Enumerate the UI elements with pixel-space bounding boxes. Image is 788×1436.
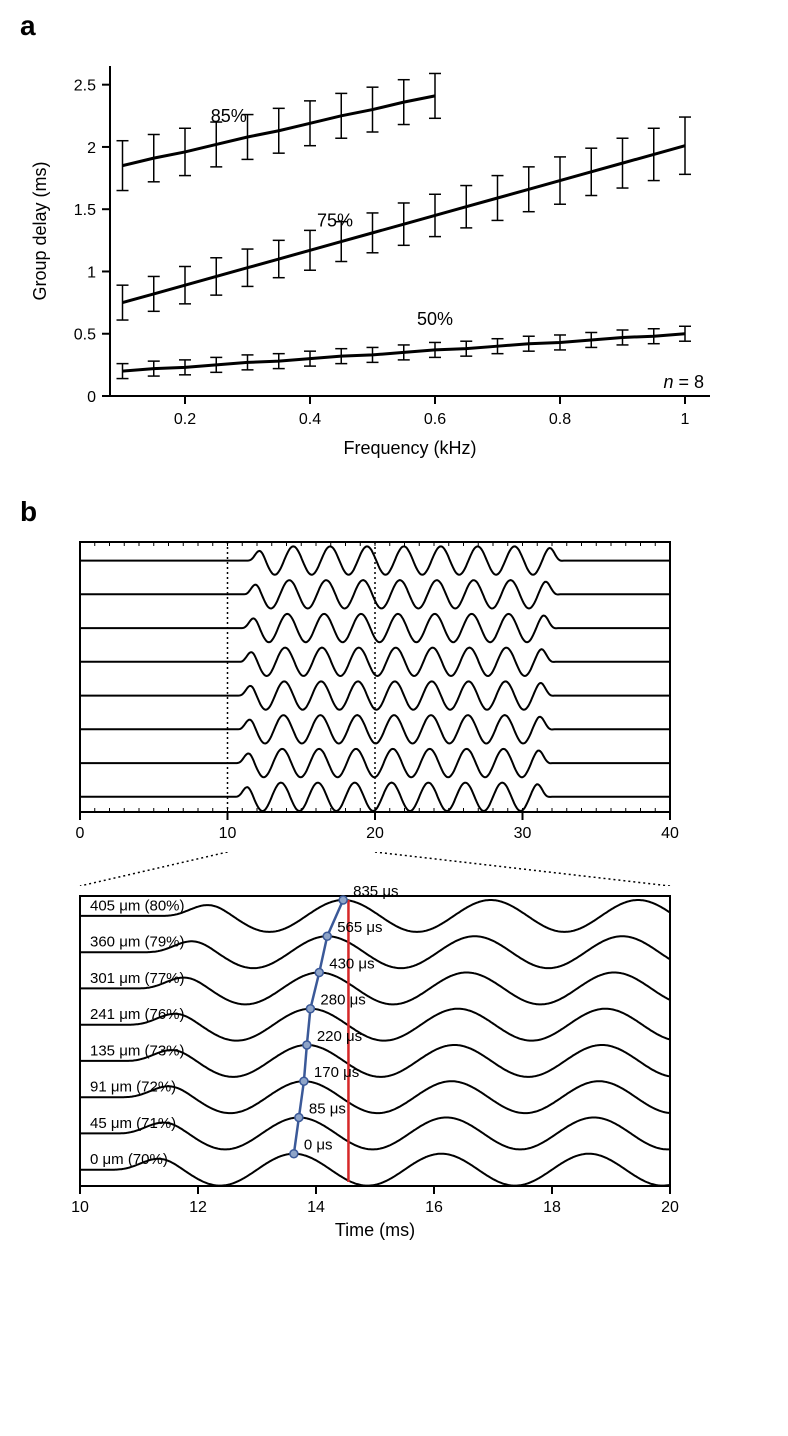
panel-b-connector <box>20 852 700 886</box>
svg-text:20: 20 <box>661 1199 679 1216</box>
svg-text:10: 10 <box>219 825 237 842</box>
svg-text:2.5: 2.5 <box>74 78 96 95</box>
svg-text:405 μm (80%): 405 μm (80%) <box>90 897 185 914</box>
svg-text:2: 2 <box>87 140 96 157</box>
svg-text:835 μs: 835 μs <box>353 886 398 900</box>
panel-b-bottom-chart: 10 12 14 16 18 20 Time (ms) 0 μm (70%) 0 μs 45 μm… <box>20 886 700 1246</box>
panel-b-top-chart: 0 10 20 30 40 <box>20 532 700 852</box>
svg-text:0: 0 <box>87 389 96 406</box>
svg-text:20: 20 <box>366 825 384 842</box>
svg-text:75%: 75% <box>317 211 353 231</box>
svg-text:0.6: 0.6 <box>424 411 446 428</box>
svg-text:1: 1 <box>681 411 690 428</box>
panel-b-letter: b <box>20 496 768 528</box>
svg-text:10: 10 <box>71 1199 89 1216</box>
svg-text:85%: 85% <box>211 106 247 126</box>
svg-text:1.5: 1.5 <box>74 202 96 219</box>
svg-text:135 μm (73%): 135 μm (73%) <box>90 1042 185 1059</box>
svg-text:170 μs: 170 μs <box>314 1064 359 1081</box>
svg-text:220 μs: 220 μs <box>317 1028 362 1045</box>
svg-text:30: 30 <box>514 825 532 842</box>
panel-a: a 0.2 0.4 0.6 0.8 1 0 0.5 1 1.5 2 2.5 Frequency (kH… <box>20 10 768 466</box>
svg-text:Group delay (ms): Group delay (ms) <box>30 161 50 300</box>
figure: a 0.20.40.60.8100.511.522.5Frequency (kH… <box>20 10 768 1246</box>
svg-text:565 μs: 565 μs <box>337 919 382 936</box>
svg-text:50%: 50% <box>417 309 453 329</box>
svg-text:280 μs: 280 μs <box>320 992 365 1009</box>
svg-text:430 μs: 430 μs <box>329 955 374 972</box>
svg-text:0.4: 0.4 <box>299 411 321 428</box>
svg-text:1: 1 <box>87 264 96 281</box>
svg-text:0: 0 <box>76 825 85 842</box>
svg-text:0 μs: 0 μs <box>304 1137 333 1154</box>
svg-text:40: 40 <box>661 825 679 842</box>
svg-text:0.8: 0.8 <box>549 411 571 428</box>
svg-text:0.5: 0.5 <box>74 327 96 344</box>
svg-text:0.2: 0.2 <box>174 411 196 428</box>
svg-text:0 μm (70%): 0 μm (70%) <box>90 1151 168 1168</box>
svg-text:n = 8: n = 8 <box>663 372 704 392</box>
svg-text:14: 14 <box>307 1199 325 1216</box>
svg-text:360 μm (79%): 360 μm (79%) <box>90 934 185 951</box>
panel-a-chart: 0.2 0.4 0.6 0.8 1 0 0.5 1 1.5 2 2.5 Frequency (kHz)… <box>20 46 740 466</box>
svg-text:Time (ms): Time (ms) <box>335 1220 415 1240</box>
svg-text:45 μm (71%): 45 μm (71%) <box>90 1115 176 1132</box>
panel-b: b 0 10 20 30 40 10 12 14 16 18 20 Time (ms) 0 μm (7… <box>20 496 768 1246</box>
svg-text:Frequency (kHz): Frequency (kHz) <box>343 438 476 458</box>
svg-text:91 μm (72%): 91 μm (72%) <box>90 1079 176 1096</box>
panel-a-letter: a <box>20 10 768 42</box>
svg-text:16: 16 <box>425 1199 443 1216</box>
svg-text:241 μm (76%): 241 μm (76%) <box>90 1006 185 1023</box>
svg-text:12: 12 <box>189 1199 207 1216</box>
svg-text:301 μm (77%): 301 μm (77%) <box>90 970 185 987</box>
svg-text:18: 18 <box>543 1199 561 1216</box>
svg-text:85 μs: 85 μs <box>309 1100 346 1117</box>
